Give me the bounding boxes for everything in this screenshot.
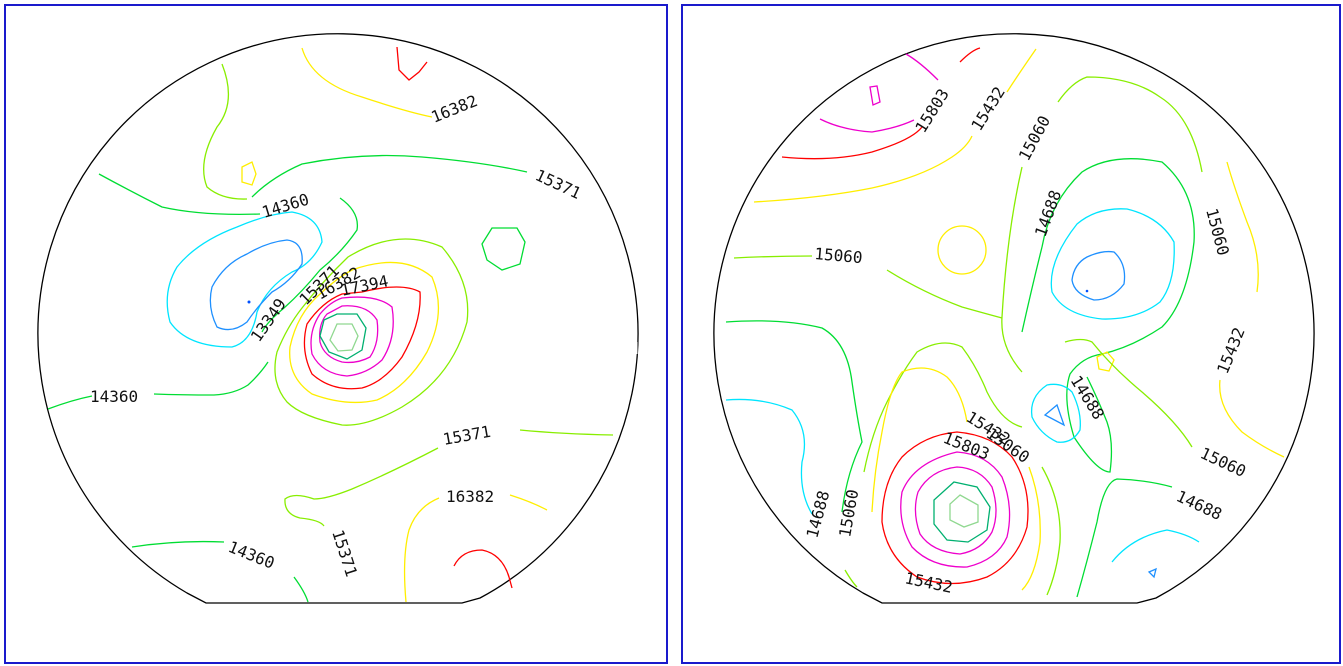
contour-line [274,238,469,426]
contour-line [881,431,1029,585]
contour-line [863,342,1023,473]
contour-line [905,53,939,81]
contour-label: 14360 [260,190,312,222]
contour-line [933,481,991,543]
contour-line [1021,246,1043,333]
contour-line [1001,166,1023,373]
contour-line [1030,383,1081,443]
contour-line [959,47,981,63]
contour-line [725,320,863,513]
contour-line [949,494,979,528]
contour-line [310,296,394,377]
contour-line [869,85,881,106]
contour-line [725,398,813,515]
contour-line [319,313,367,360]
contour-plot-left: 16382 15371 14360 15371 16382 17394 1334… [37,33,639,604]
contour-line [1226,161,1259,293]
contour-label: 15060 [835,488,862,539]
contour-line [303,286,421,390]
contour-line [1021,466,1041,591]
contour-line [1111,529,1200,563]
contour-label: 14360 [226,537,278,573]
contour-line [241,161,257,186]
contour-line [1147,567,1157,579]
contour-line [131,540,225,548]
contour-label: 15432 [967,83,1009,134]
wafer-map-left: 16382 15371 14360 15371 16382 17394 1334… [4,4,668,664]
contour-line [1057,76,1203,173]
contour-line [47,395,93,410]
contour-line [1041,466,1061,596]
contour-line [1041,158,1195,473]
contour-line [1050,208,1175,320]
contour-line [203,63,248,200]
contour-line [403,497,440,603]
contour-min-point [247,300,251,304]
contour-line [329,323,359,352]
contour-plot-right: 15803 15432 15060 14688 15060 15060 1543… [713,33,1315,604]
contour-line [289,261,440,404]
contour-line [1076,478,1173,598]
contour-line [453,549,513,589]
contour-line [166,211,323,348]
contour-label: 14688 [1067,372,1109,423]
contour-label: 15060 [1015,112,1054,163]
contour-label: 15060 [814,244,864,267]
contour-line [1071,250,1126,301]
contour-label: 14688 [803,489,834,540]
contour-label: 14360 [90,387,138,406]
contour-line [1064,338,1193,448]
contour-line [819,118,915,133]
contour-line [293,576,309,603]
contour-line [509,494,548,511]
contour-line [781,126,923,160]
contour-line [1043,403,1066,427]
contour-label: 15432 [1213,325,1249,377]
contour-line [284,447,439,527]
contour-label: 16382 [428,91,480,127]
contour-line [481,227,526,271]
contour-line [261,197,359,333]
contour-line [1006,48,1037,93]
wafer-outline [37,33,639,604]
contour-label: 15371 [328,527,361,579]
contour-line [301,47,433,118]
contour-line [153,361,269,396]
contour-label: 15060 [1202,206,1233,257]
contour-line [251,154,528,198]
wafer-outline [713,33,1315,604]
contour-line [1096,351,1115,372]
contour-line [900,451,1011,568]
contour-line [98,173,261,216]
contour-label: 15803 [911,85,953,136]
contour-line [914,466,997,555]
contour-label: 15060 [1197,443,1249,481]
contour-line [871,367,968,513]
contour-label: 15371 [441,422,492,449]
contour-label: 14688 [1173,486,1225,524]
contour-label: 14688 [1031,188,1065,240]
contour-label: 15432 [903,568,954,597]
contour-line [1219,379,1285,458]
contour-line [753,135,973,203]
contour-line [396,46,428,81]
contour-line [733,255,813,259]
contour-label: 15371 [532,165,584,203]
contour-label: 16382 [446,487,494,506]
contour-min-point [1085,289,1089,293]
contour-line [519,429,614,436]
contour-line [886,269,1003,319]
contour-line [209,239,303,331]
wafer-map-right: 15803 15432 15060 14688 15060 15060 1543… [681,4,1341,664]
contour-line [937,225,987,275]
contour-line [844,569,858,588]
